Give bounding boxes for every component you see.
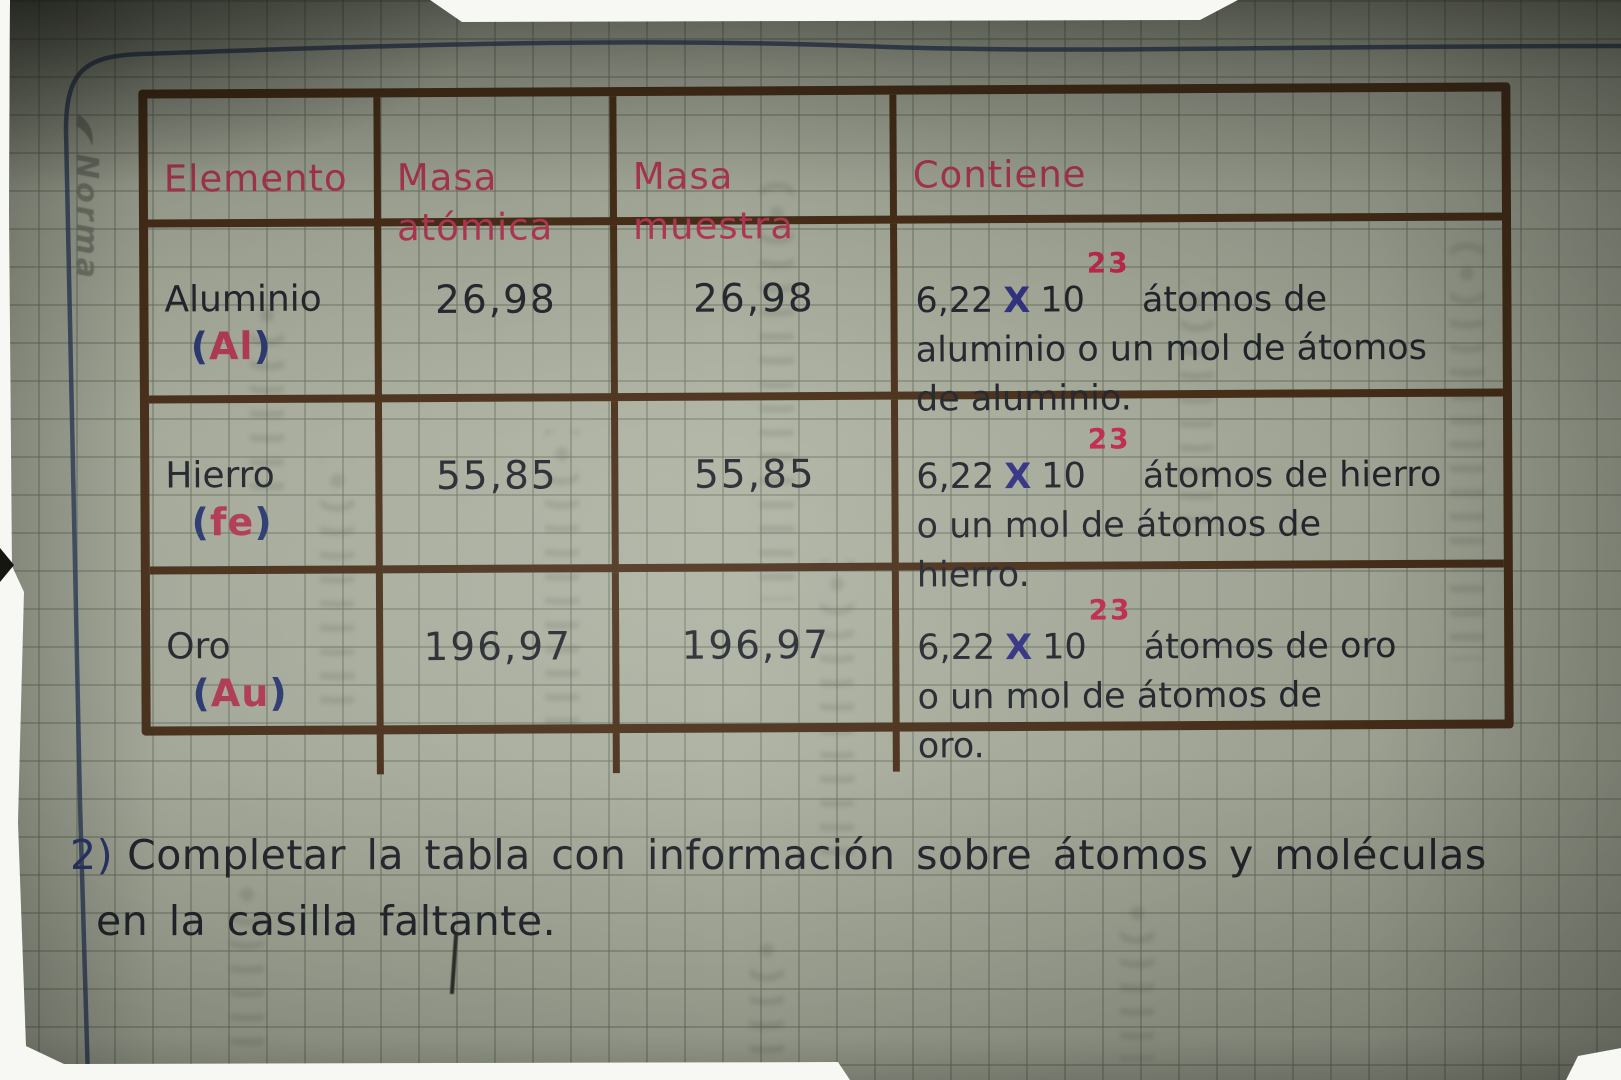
times-symbol: X: [1005, 627, 1033, 668]
col-header-muestra: muestra: [632, 204, 795, 249]
col-header-masa2: Masa: [632, 154, 734, 199]
header-cell-masa-muestra: Masa muestra: [616, 94, 898, 248]
exercise-number: 2): [70, 831, 114, 879]
table-row-hierro-masa-muestra: 55,85: [617, 399, 899, 573]
table-row-aluminio-element: Aluminio (Al): [148, 226, 382, 404]
contiene-formula-line: 6,22 X 1023átomos de hierro: [916, 422, 1442, 498]
table-row-oro-masa-muestra: 196,97: [618, 570, 900, 773]
elements-table: Elemento Masa atómica Masa muestra Conti…: [138, 82, 1514, 776]
contiene-line2: o un mol de átomos de: [916, 504, 1322, 547]
header-cell-masa-atomica: Masa atómica: [380, 96, 618, 249]
contiene-line2: aluminio o un mol de átomos: [915, 327, 1428, 371]
header-cell-elemento: Elemento: [147, 97, 382, 228]
masa-atomica-value: 196,97: [423, 624, 573, 671]
masa-atomica-value: 55,85: [435, 453, 558, 500]
col-header-contiene: Contiene: [912, 152, 1087, 197]
contiene-line2: o un mol de átomos de: [917, 675, 1323, 718]
masa-muestra-value: 26,98: [692, 276, 815, 322]
exercise-prompt: 2) Completar la tabla con información sob…: [70, 822, 1487, 954]
table-row-aluminio-contiene: 6,22 X 1023átomos de aluminio o un mol de …: [897, 220, 1503, 419]
element-symbol: (Au): [192, 670, 288, 716]
masa-atomica-value: 26,98: [434, 277, 557, 324]
exponent: 23: [1087, 422, 1131, 456]
element-symbol: (Al): [190, 323, 272, 369]
exponent: 23: [1088, 593, 1132, 627]
norma-brand-watermark: Norma: [69, 112, 104, 281]
contiene-formula-line: 6,22 X 1023átomos de: [915, 246, 1328, 322]
table-row-hierro-contiene: 6,22 X 1023átomos de hierro o un mol de át…: [897, 396, 1504, 595]
norma-swoosh-icon: [76, 114, 94, 146]
exponent: 23: [1086, 246, 1130, 280]
table-row-oro-contiene: 6,22 X 1023átomos de oro o un mol de átomo…: [899, 567, 1505, 771]
element-name: Aluminio: [164, 278, 322, 321]
exercise-line2: en la casilla faltante.: [96, 897, 557, 945]
table-row-hierro-element: Hierro (fe): [148, 402, 383, 575]
header-cell-contiene: Contiene: [896, 91, 1503, 224]
col-header-atomica: atómica: [396, 205, 554, 250]
masa-muestra-value: 196,97: [681, 622, 831, 669]
element-name: Oro: [166, 626, 231, 668]
masa-muestra-value: 55,85: [693, 452, 816, 498]
times-symbol: X: [1003, 280, 1031, 321]
element-symbol: (fe): [191, 499, 273, 545]
exercise-line1: 2) Completar la tabla con información sob…: [70, 831, 1487, 879]
table-row-hierro-masa-atomica: 55,85: [381, 401, 619, 574]
element-name: Hierro: [165, 454, 275, 497]
table-row-oro-element: Oro (Au): [149, 573, 384, 776]
contiene-line3: oro.: [917, 725, 985, 767]
col-header-elemento: Elemento: [163, 156, 348, 201]
norma-brand-label: Norma: [69, 154, 104, 282]
contiene-formula-line: 6,22 X 1023átomos de oro: [917, 593, 1397, 669]
table-row-oro-masa-atomica: 196,97: [382, 572, 620, 774]
times-symbol: X: [1004, 456, 1032, 497]
col-header-masa: Masa: [396, 155, 498, 200]
